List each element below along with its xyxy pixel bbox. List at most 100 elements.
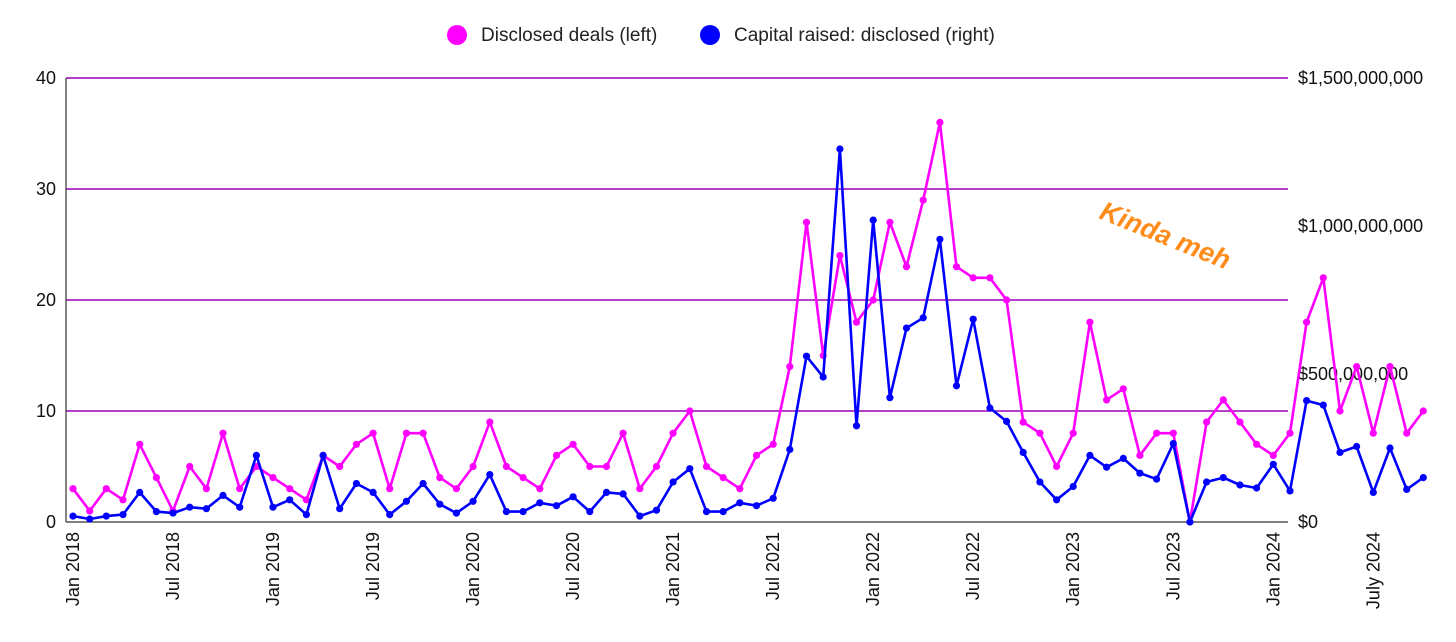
series-1-point (302, 510, 310, 519)
x-tick-label: Jan 2023 (1063, 532, 1083, 606)
series-0-point (1069, 429, 1077, 437)
x-tick-label: Jan 2021 (663, 532, 683, 606)
series-0-point (1003, 296, 1011, 304)
legend-marker-0 (447, 25, 467, 45)
series-0-point (869, 296, 877, 304)
series-0-point (586, 462, 594, 471)
axes: 010203040$0$500,000,000$1,000,000,000$1,… (36, 68, 1423, 609)
series-1-point (1003, 417, 1011, 425)
series-1-point (169, 509, 177, 517)
series-1-point (269, 503, 277, 511)
series-1-point (202, 505, 210, 513)
x-tick-label: Jul 2022 (963, 532, 983, 600)
x-tick-label: Jan 2018 (63, 532, 83, 606)
series-1-point (1353, 442, 1361, 451)
series-0-point (436, 474, 444, 482)
series-1-point (152, 508, 160, 516)
series-1-point (519, 508, 527, 516)
y-left-tick-label: 20 (36, 290, 56, 310)
series-0-point (452, 485, 460, 493)
series-1-point (1303, 397, 1311, 405)
series-0-point (419, 429, 427, 437)
series-0-point (369, 429, 377, 437)
series-1-point (219, 491, 227, 499)
series-1-point (736, 499, 744, 507)
series-0-point (769, 440, 777, 448)
series-0-point (719, 474, 727, 482)
series-1-point (669, 478, 677, 486)
gridlines (66, 77, 1288, 412)
series-1-point (886, 394, 894, 402)
x-tick-label: Jul 2023 (1163, 532, 1183, 600)
series-1-point (719, 508, 727, 516)
series-0-point (936, 118, 944, 126)
series-0-point (536, 485, 544, 493)
series-0-point (1336, 407, 1344, 415)
series-1-point (636, 512, 644, 520)
y-right-tick-label: $1,000,000,000 (1298, 216, 1423, 236)
series-0-point (236, 485, 244, 493)
series-0-point (836, 252, 844, 260)
series-1-point (1253, 484, 1261, 492)
series-0-point (352, 440, 360, 448)
series-1-point (86, 515, 94, 523)
series-1-point (686, 465, 694, 473)
series-0-point (1369, 429, 1377, 437)
series-0-point (102, 485, 110, 493)
series-1-point (869, 216, 877, 224)
series-0-point (1269, 451, 1277, 459)
series-0-point (69, 485, 77, 493)
series-1-point (786, 445, 794, 454)
legend-label-1: Capital raised: disclosed (right) (734, 25, 995, 46)
series-1-point (419, 479, 427, 488)
x-tick-label: July 2024 (1363, 532, 1383, 609)
series-0-point (86, 507, 94, 515)
series-0-point (802, 218, 811, 226)
series-1-point (1053, 496, 1061, 504)
series-0-point (1219, 396, 1227, 404)
series-1-point (1019, 448, 1027, 456)
series-1-point (1153, 475, 1161, 483)
x-tick-label: Jan 2024 (1263, 532, 1283, 606)
series-0-point (186, 462, 194, 471)
series-1-point (1119, 454, 1127, 462)
series-1-point (552, 502, 561, 510)
annotation-text: Kinda meh (1096, 196, 1235, 276)
series-1-point (1219, 474, 1227, 482)
series-0-point (1236, 418, 1244, 426)
series-1-point (919, 314, 927, 322)
series-1-point (469, 497, 477, 505)
series-1-point (1186, 518, 1194, 526)
x-tick-label: Jul 2021 (763, 532, 783, 600)
series-1-point (352, 479, 360, 488)
series-1-point (1136, 469, 1144, 477)
series-1-point (602, 488, 611, 496)
series-1-point (536, 499, 544, 507)
y-left-tick-label: 10 (36, 401, 56, 421)
series-1-point (452, 509, 460, 517)
series-1-point (252, 451, 260, 459)
series-0-point (852, 318, 861, 326)
series-0-point (686, 407, 694, 415)
series-0-point (1203, 418, 1211, 426)
series-line-0 (71, 121, 1425, 524)
x-tick-label: Jan 2020 (463, 532, 483, 606)
series-0-point (886, 218, 894, 226)
series-1-point (986, 404, 994, 412)
series-0-point (336, 462, 344, 471)
series-0-point (1386, 363, 1394, 371)
series-0-point (386, 485, 394, 493)
series-1-point (1103, 463, 1111, 471)
series-0-point (736, 485, 744, 493)
series-0-point (986, 274, 994, 282)
series-0-point (902, 263, 911, 271)
series-0-point (502, 462, 510, 471)
series-1-point (836, 145, 844, 153)
series-1-point (936, 235, 944, 243)
series-1-point (102, 512, 110, 520)
series-0-point (552, 451, 561, 459)
series-1-point (369, 488, 377, 496)
series-0-point (269, 474, 277, 482)
series-1-point (769, 494, 777, 502)
